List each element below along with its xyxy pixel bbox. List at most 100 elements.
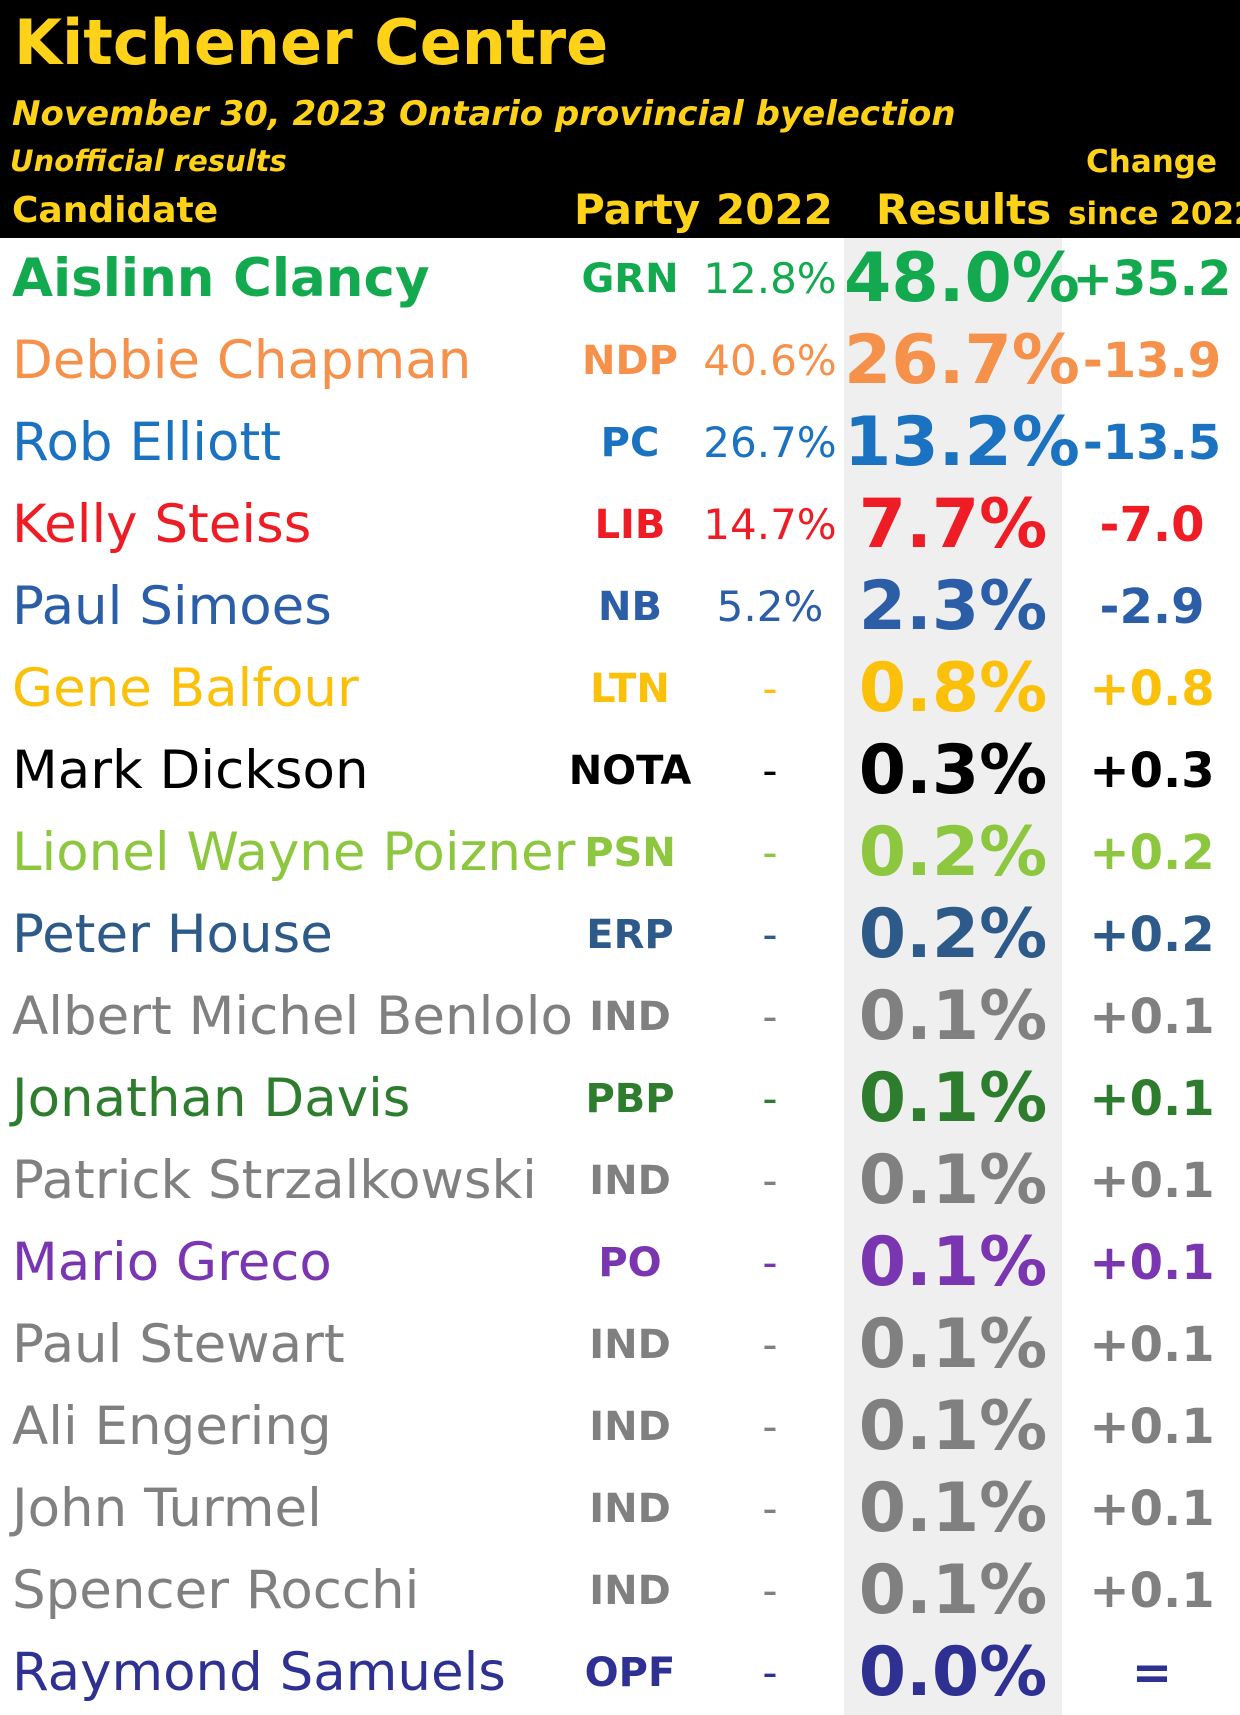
party-code: OPF xyxy=(584,1650,676,1696)
party-code: LIB xyxy=(594,502,666,548)
candidate-name: Peter House xyxy=(12,904,333,965)
column-header-change-since: since 2022 xyxy=(1068,196,1240,232)
candidate-name: Patrick Strzalkowski xyxy=(12,1150,537,1211)
share-2022: - xyxy=(762,664,778,713)
result-share: 0.1% xyxy=(858,1551,1048,1630)
share-2022: - xyxy=(762,1320,778,1369)
table-row: Peter House ERP - 0.2% +0.2 xyxy=(0,894,1240,976)
table-row: Spencer Rocchi IND - 0.1% +0.1 xyxy=(0,1550,1240,1632)
result-share: 0.2% xyxy=(858,813,1048,892)
share-2022: 26.7% xyxy=(703,418,837,467)
party-code: PBP xyxy=(585,1076,675,1122)
change-since-2022: +0.1 xyxy=(1089,1481,1215,1537)
table-row: Paul Simoes NB 5.2% 2.3% -2.9 xyxy=(0,566,1240,648)
result-share: 0.8% xyxy=(858,649,1048,728)
change-since-2022: -13.5 xyxy=(1082,415,1222,471)
result-share: 13.2% xyxy=(844,403,1080,482)
party-code: IND xyxy=(589,994,671,1040)
column-header-results: Results xyxy=(876,185,1052,234)
results-column-shading xyxy=(844,238,1062,1715)
table-row: Gene Balfour LTN - 0.8% +0.8 xyxy=(0,648,1240,730)
party-code: PO xyxy=(598,1240,662,1286)
column-header-party: Party xyxy=(574,185,701,234)
party-code: IND xyxy=(589,1404,671,1450)
table-row: Mario Greco PO - 0.1% +0.1 xyxy=(0,1222,1240,1304)
table-row: Patrick Strzalkowski IND - 0.1% +0.1 xyxy=(0,1140,1240,1222)
share-2022: - xyxy=(762,1156,778,1205)
change-since-2022: -13.9 xyxy=(1082,333,1222,389)
party-code: NOTA xyxy=(568,748,692,794)
table-row: Mark Dickson NOTA - 0.3% +0.3 xyxy=(0,730,1240,812)
party-code: PC xyxy=(600,420,660,466)
candidate-name: Mark Dickson xyxy=(12,740,369,801)
results-header: Kitchener Centre November 30, 2023 Ontar… xyxy=(0,0,1240,238)
party-code: NDP xyxy=(582,338,678,384)
table-row: Albert Michel Benlolo IND - 0.1% +0.1 xyxy=(0,976,1240,1058)
column-header-candidate: Candidate xyxy=(12,190,219,231)
change-since-2022: = xyxy=(1131,1645,1173,1701)
result-share: 0.1% xyxy=(858,1141,1048,1220)
candidate-name: Debbie Chapman xyxy=(12,330,472,391)
party-code: NB xyxy=(598,584,662,630)
column-header-change: Change xyxy=(1086,144,1218,180)
share-2022: - xyxy=(762,1648,778,1697)
change-since-2022: +0.1 xyxy=(1089,1071,1215,1127)
party-code: IND xyxy=(589,1568,671,1614)
candidate-name: John Turmel xyxy=(12,1478,322,1539)
page-subtitle: November 30, 2023 Ontario provincial bye… xyxy=(12,94,956,134)
table-row: Rob Elliott PC 26.7% 13.2% -13.5 xyxy=(0,402,1240,484)
share-2022: - xyxy=(762,828,778,877)
party-code: IND xyxy=(589,1322,671,1368)
result-share: 0.1% xyxy=(858,1223,1048,1302)
change-since-2022: +0.2 xyxy=(1089,907,1215,963)
result-share: 2.3% xyxy=(858,567,1048,646)
share-2022: - xyxy=(762,910,778,959)
party-code: IND xyxy=(589,1158,671,1204)
change-since-2022: +0.1 xyxy=(1089,1399,1215,1455)
party-code: LTN xyxy=(590,666,670,712)
share-2022: 40.6% xyxy=(703,336,837,385)
result-share: 0.1% xyxy=(858,1387,1048,1466)
party-code: PSN xyxy=(584,830,676,876)
candidate-name: Rob Elliott xyxy=(12,412,282,473)
share-2022: - xyxy=(762,1566,778,1615)
share-2022: - xyxy=(762,1402,778,1451)
table-row: Raymond Samuels OPF - 0.0% = xyxy=(0,1632,1240,1714)
change-since-2022: +0.8 xyxy=(1089,661,1215,717)
result-share: 26.7% xyxy=(844,321,1080,400)
page-title: Kitchener Centre xyxy=(14,6,609,79)
results-table: Aislinn Clancy GRN 12.8% 48.0% +35.2 Debbie C… xyxy=(0,238,1240,1714)
table-row: Jonathan Davis PBP - 0.1% +0.1 xyxy=(0,1058,1240,1140)
table-row: Aislinn Clancy GRN 12.8% 48.0% +35.2 xyxy=(0,238,1240,320)
candidate-name: Albert Michel Benlolo xyxy=(12,986,573,1047)
result-share: 0.2% xyxy=(858,895,1048,974)
result-share: 48.0% xyxy=(844,239,1080,318)
share-2022: - xyxy=(762,1238,778,1287)
party-code: GRN xyxy=(581,256,679,302)
candidate-name: Jonathan Davis xyxy=(12,1068,411,1129)
candidate-name: Aislinn Clancy xyxy=(12,248,430,309)
unofficial-note: Unofficial results xyxy=(10,144,287,178)
share-2022: - xyxy=(762,1074,778,1123)
party-code: IND xyxy=(589,1486,671,1532)
result-share: 7.7% xyxy=(858,485,1048,564)
table-row: Kelly Steiss LIB 14.7% 7.7% -7.0 xyxy=(0,484,1240,566)
change-since-2022: +0.1 xyxy=(1089,1235,1215,1291)
share-2022: 12.8% xyxy=(703,254,837,303)
change-since-2022: +35.2 xyxy=(1072,251,1232,307)
candidate-name: Kelly Steiss xyxy=(12,494,312,555)
result-share: 0.0% xyxy=(858,1633,1048,1712)
result-share: 0.1% xyxy=(858,1059,1048,1138)
table-row: Debbie Chapman NDP 40.6% 26.7% -13.9 xyxy=(0,320,1240,402)
candidate-name: Spencer Rocchi xyxy=(12,1560,420,1621)
candidate-name: Paul Stewart xyxy=(12,1314,345,1375)
candidate-name: Paul Simoes xyxy=(12,576,332,637)
share-2022: - xyxy=(762,1484,778,1533)
candidate-name: Lionel Wayne Poizner xyxy=(12,822,576,883)
share-2022: - xyxy=(762,746,778,795)
change-since-2022: +0.1 xyxy=(1089,1153,1215,1209)
change-since-2022: +0.2 xyxy=(1089,825,1215,881)
candidate-name: Mario Greco xyxy=(12,1232,332,1293)
table-row: John Turmel IND - 0.1% +0.1 xyxy=(0,1468,1240,1550)
table-row: Ali Engering IND - 0.1% +0.1 xyxy=(0,1386,1240,1468)
